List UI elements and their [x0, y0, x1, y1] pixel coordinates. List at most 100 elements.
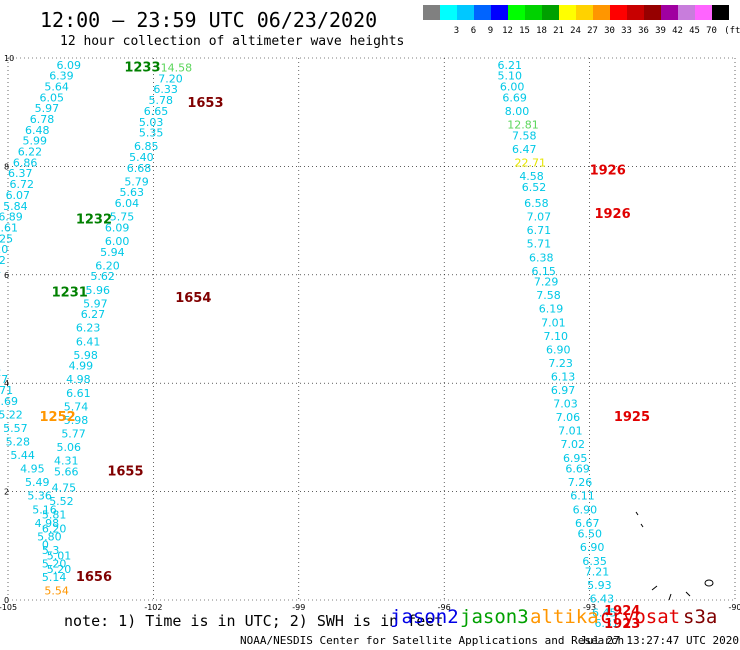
- swh-value: 5.40: [129, 151, 154, 164]
- legend-swatch: [508, 5, 525, 20]
- swh-value: 6.15: [531, 265, 556, 278]
- swh-value: 7.02: [561, 438, 586, 451]
- swh-value: 6.86: [13, 156, 37, 169]
- swh-value: 4.75: [52, 482, 76, 495]
- pass-time-label: 1231: [52, 285, 88, 300]
- legend-swatch: [559, 5, 576, 20]
- swh-value: 6.19: [539, 303, 564, 316]
- swh-value: 6.52: [522, 181, 547, 194]
- swh-value: 4.98: [66, 373, 91, 386]
- legend-swatch: [542, 5, 559, 20]
- swh-value: 5.66: [54, 465, 79, 478]
- swh-value: 6.90: [546, 343, 571, 356]
- footer-timestamp: Jul 27 13:27:47 UTC 2020: [580, 634, 739, 647]
- swh-value: 5.97: [35, 102, 60, 115]
- swh-value: 6.71: [527, 224, 552, 237]
- swh-value: 6.68: [127, 162, 152, 175]
- swh-value: 6.09: [56, 59, 81, 72]
- swh-value: 5.97: [83, 297, 108, 310]
- swh-value: 5.99: [23, 135, 48, 148]
- swh-value: 22.71: [514, 156, 546, 169]
- legend-label: 12: [502, 26, 513, 36]
- swh-value: 7.58: [536, 289, 561, 302]
- swh-value: 5.54: [44, 585, 69, 598]
- swh-value: 5.06: [56, 441, 81, 454]
- legend-swatch: [491, 5, 508, 20]
- swh-value: 6.84: [0, 265, 1, 278]
- swh-value: 5.98: [73, 349, 98, 362]
- swh-value: 5.74: [64, 400, 88, 413]
- swh-value: 5.22: [0, 408, 23, 421]
- legend-swatch: [610, 5, 627, 20]
- swh-value: 6.23: [76, 322, 101, 335]
- legend-swatch: [712, 5, 729, 20]
- swh-value: 7.21: [585, 566, 610, 579]
- swh-value: 6.32: [0, 254, 6, 267]
- swh-value: 6.38: [529, 251, 554, 264]
- swh-value: 6.97: [551, 384, 576, 397]
- swh-value: 14.58: [161, 62, 193, 75]
- swh-value: 6.61: [66, 387, 91, 400]
- swh-value: 5.78: [149, 94, 174, 107]
- pass-time-label: 1924: [604, 604, 640, 619]
- swh-value: 7.26: [568, 476, 593, 489]
- legend-unit: (ft): [724, 26, 740, 36]
- swh-value: 5.57: [3, 422, 28, 435]
- legend-swatch: [593, 5, 610, 20]
- swh-value: 6.21: [498, 59, 522, 72]
- swh-value: 6.41: [76, 335, 101, 348]
- swh-value: 5.75: [110, 211, 135, 224]
- swh-value: 6.47: [512, 143, 537, 156]
- swh-value: 6.00: [500, 81, 524, 94]
- y-tick-label: 4: [4, 379, 9, 388]
- swh-value: 5.48: [0, 362, 1, 375]
- sat-s3a: s3a: [683, 606, 718, 628]
- legend-swatch: [627, 5, 644, 20]
- legend-swatch: [423, 5, 440, 20]
- swh-value: 7.58: [512, 129, 537, 142]
- swh-value: 0: [42, 539, 49, 552]
- swh-value: 5.01: [47, 549, 71, 562]
- swh-value: 6.07: [6, 189, 31, 202]
- swh-value: 6.78: [30, 113, 54, 126]
- pass-time-label: 1232: [76, 212, 112, 227]
- legend-swatch: [440, 5, 457, 20]
- legend-swatch: [525, 5, 542, 20]
- pass-time-label: 1655: [107, 464, 143, 479]
- swh-value: 4.31: [54, 455, 79, 468]
- footer-credit: NOAA/NESDIS Center for Satellite Applica…: [240, 634, 625, 647]
- swh-value: 6.20: [95, 259, 120, 272]
- swh-value: 6.00: [105, 235, 130, 248]
- legend-label: 39: [655, 26, 666, 36]
- legend-label: 21: [553, 26, 564, 36]
- swh-value: 5.10: [498, 70, 522, 83]
- legend-label: 42: [672, 26, 683, 36]
- pass-time-label: 1926: [594, 207, 630, 222]
- swh-value: 5.35: [139, 127, 164, 140]
- x-tick-label: -105: [0, 603, 17, 612]
- swh-value: 12.81: [507, 118, 539, 131]
- legend-swatch: [576, 5, 593, 20]
- sat-cryosat: cryosat: [600, 606, 681, 628]
- legend-swatch: [661, 5, 678, 20]
- swh-value: 5.20: [42, 557, 67, 570]
- coastline-segment: [685, 591, 691, 597]
- swh-value: 5.79: [124, 175, 149, 188]
- legend-label: 3: [453, 26, 460, 36]
- swh-value: 4.99: [69, 360, 94, 373]
- chart-subtitle: 12 hour collection of altimeter wave hei…: [60, 34, 405, 49]
- swh-value: 5.20: [47, 563, 71, 576]
- legend-swatch: [695, 5, 712, 20]
- pass-time-label: 1925: [614, 410, 650, 425]
- swh-value: 5.93: [587, 579, 612, 592]
- swh-value: 5.98: [64, 414, 88, 427]
- x-tick-label: -96: [438, 603, 451, 612]
- pass-time-label: 1656: [76, 570, 112, 585]
- swh-value: 5.77: [0, 373, 8, 386]
- swh-value: 5.63: [119, 186, 143, 199]
- swh-value: 6.90: [580, 541, 605, 554]
- swh-value: 4.58: [519, 170, 544, 183]
- legend-swatch: [678, 5, 695, 20]
- swh-value: 6.13: [551, 370, 576, 383]
